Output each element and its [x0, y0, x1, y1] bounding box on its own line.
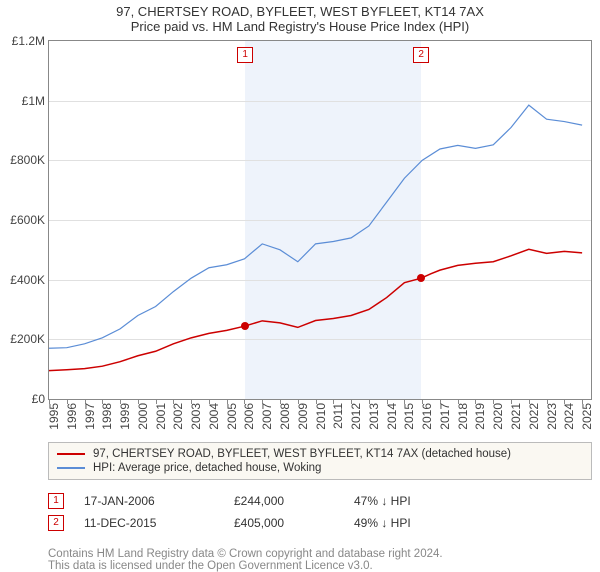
series-price_paid: [49, 249, 582, 370]
sale-dot: [417, 274, 425, 282]
x-axis-label: 2022: [527, 403, 541, 430]
x-axis-label: 2002: [171, 403, 185, 430]
x-axis-label: 2005: [225, 403, 239, 430]
x-axis-label: 2023: [545, 403, 559, 430]
chart-titles: 97, CHERTSEY ROAD, BYFLEET, WEST BYFLEET…: [0, 0, 600, 34]
y-axis-label: £600K: [10, 213, 49, 227]
chart-lines: [49, 41, 591, 399]
x-axis-label: 2004: [207, 403, 221, 430]
sale-dot: [241, 322, 249, 330]
legend-swatch: [57, 453, 85, 455]
footer-line: Contains HM Land Registry data © Crown c…: [48, 548, 592, 560]
row-price: £244,000: [234, 494, 354, 508]
x-axis-label: 1995: [47, 403, 61, 430]
legend-swatch: [57, 467, 85, 469]
row-date: 11-DEC-2015: [64, 516, 234, 530]
x-axis-label: 2017: [438, 403, 452, 430]
x-axis-label: 2001: [154, 403, 168, 430]
x-axis-label: 2013: [367, 403, 381, 430]
row-price: £405,000: [234, 516, 354, 530]
x-axis-label: 2003: [189, 403, 203, 430]
x-axis-label: 1999: [118, 403, 132, 430]
sale-table: 1 17-JAN-2006 £244,000 47% ↓ HPI 2 11-DE…: [48, 490, 592, 534]
x-axis-label: 1996: [65, 403, 79, 430]
x-axis-label: 2009: [296, 403, 310, 430]
chart-container: 97, CHERTSEY ROAD, BYFLEET, WEST BYFLEET…: [0, 0, 600, 560]
chart-footer-block: 97, CHERTSEY ROAD, BYFLEET, WEST BYFLEET…: [48, 442, 592, 572]
x-axis-label: 2024: [562, 403, 576, 430]
footer-text: Contains HM Land Registry data © Crown c…: [48, 548, 592, 572]
row-marker: 1: [48, 493, 64, 509]
x-axis-label: 2025: [580, 403, 594, 430]
y-axis-label: £200K: [10, 332, 49, 346]
series-hpi: [49, 105, 582, 348]
y-axis-label: £400K: [10, 273, 49, 287]
x-axis-label: 1998: [100, 403, 114, 430]
x-axis-label: 2008: [278, 403, 292, 430]
row-hpi: 47% ↓ HPI: [354, 494, 504, 508]
y-axis-label: £800K: [10, 153, 49, 167]
x-axis-label: 2016: [420, 403, 434, 430]
x-axis-label: 2015: [402, 403, 416, 430]
x-axis-label: 2012: [349, 403, 363, 430]
x-axis-label: 2019: [473, 403, 487, 430]
title-sub: Price paid vs. HM Land Registry's House …: [0, 19, 600, 34]
x-axis-label: 2014: [385, 403, 399, 430]
x-axis-label: 2007: [260, 403, 274, 430]
row-marker: 2: [48, 515, 64, 531]
plot-area: £0£200K£400K£600K£800K£1M£1.2M1995199619…: [48, 40, 592, 400]
sale-marker: 2: [413, 47, 429, 63]
row-date: 17-JAN-2006: [64, 494, 234, 508]
legend-label: HPI: Average price, detached house, Woki…: [93, 462, 321, 474]
footer-line: This data is licensed under the Open Gov…: [48, 560, 592, 572]
title-main: 97, CHERTSEY ROAD, BYFLEET, WEST BYFLEET…: [0, 4, 600, 19]
row-hpi: 49% ↓ HPI: [354, 516, 504, 530]
table-row: 2 11-DEC-2015 £405,000 49% ↓ HPI: [48, 512, 592, 534]
x-axis-label: 2011: [331, 403, 345, 429]
x-axis-label: 2018: [456, 403, 470, 430]
x-axis-label: 1997: [83, 403, 97, 430]
legend-item: HPI: Average price, detached house, Woki…: [57, 461, 583, 475]
table-row: 1 17-JAN-2006 £244,000 47% ↓ HPI: [48, 490, 592, 512]
legend-item: 97, CHERTSEY ROAD, BYFLEET, WEST BYFLEET…: [57, 447, 583, 461]
x-axis-label: 2006: [242, 403, 256, 430]
y-axis-label: £1.2M: [12, 34, 49, 48]
legend: 97, CHERTSEY ROAD, BYFLEET, WEST BYFLEET…: [48, 442, 592, 480]
y-axis-label: £1M: [22, 94, 49, 108]
x-axis-label: 2020: [491, 403, 505, 430]
x-axis-label: 2000: [136, 403, 150, 430]
x-axis-label: 2010: [314, 403, 328, 430]
legend-label: 97, CHERTSEY ROAD, BYFLEET, WEST BYFLEET…: [93, 448, 511, 460]
x-axis-label: 2021: [509, 403, 523, 430]
sale-marker: 1: [237, 47, 253, 63]
